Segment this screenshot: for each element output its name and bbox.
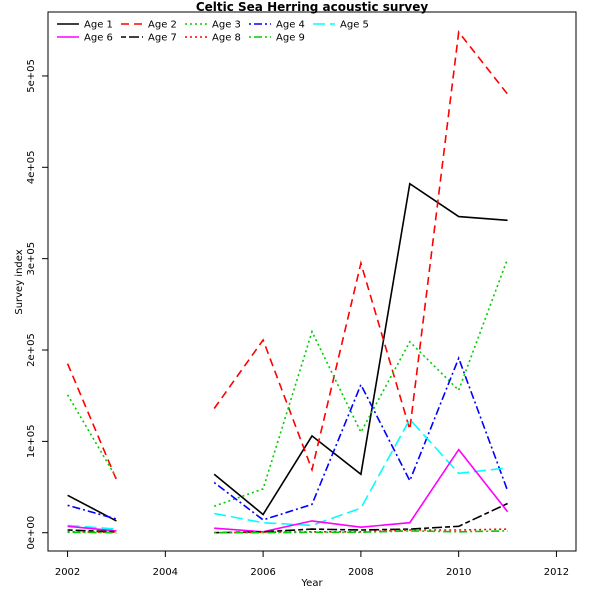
legend-label: Age 8 [212, 33, 241, 44]
legend-label: Age 9 [276, 33, 305, 44]
legend-item: Age 5 [313, 20, 369, 31]
chart-title: Celtic Sea Herring acoustic survey [196, 0, 429, 14]
legend-item: Age 6 [57, 33, 113, 44]
x-tick-label: 2008 [348, 567, 373, 578]
legend-label: Age 7 [148, 33, 177, 44]
y-tick-label: 5e+05 [26, 59, 37, 93]
legend-item: Age 9 [249, 33, 305, 44]
legend: Age 1 Age 2 Age 3 Age 4 Age 5 Age 6 Age 7 Age 8… [57, 20, 369, 44]
legend-item: Age 1 [57, 20, 113, 31]
series-age-5 [67, 418, 508, 530]
legend-label: Age 1 [84, 20, 113, 31]
series-line [66, 363, 118, 481]
x-tick-label: 2004 [153, 567, 178, 578]
x-tick-label: 2006 [250, 567, 275, 578]
y-tick-label: 3e+05 [26, 242, 37, 276]
legend-item: Age 8 [185, 33, 241, 44]
series-line [67, 524, 117, 530]
series-line [213, 182, 508, 516]
x-axis-title: Year [300, 578, 323, 589]
y-tick-label: 0e+00 [26, 516, 37, 550]
legend-item: Age 7 [121, 33, 177, 44]
legend-label: Age 5 [340, 20, 369, 31]
legend-item: Age 3 [185, 20, 241, 31]
legend-label: Age 4 [276, 20, 305, 31]
series-age-3 [66, 258, 509, 507]
series-line [67, 529, 117, 533]
x-axis: 2002 2004 2006 2008 2010 2012 [55, 550, 569, 578]
series-line [214, 530, 508, 534]
series-age-4 [67, 355, 509, 521]
series-line [213, 355, 509, 521]
y-tick-label: 1e+05 [26, 425, 37, 459]
series-line [213, 258, 509, 507]
series-line [214, 502, 508, 534]
legend-item: Age 2 [121, 20, 177, 31]
series-age-1 [67, 182, 508, 522]
series-line [214, 528, 508, 534]
series-line [214, 448, 509, 533]
series-age-6 [67, 448, 509, 533]
x-tick-label: 2010 [446, 567, 471, 578]
y-tick-label: 4e+05 [26, 150, 37, 184]
legend-label: Age 3 [212, 20, 241, 31]
y-tick-label: 2e+05 [26, 333, 37, 367]
series-line [66, 394, 118, 479]
series-lines [66, 30, 509, 534]
legend-label: Age 2 [148, 20, 177, 31]
series-line [67, 525, 117, 532]
legend-label: Age 6 [84, 33, 113, 44]
series-line [67, 504, 117, 520]
x-tick-label: 2012 [544, 567, 569, 578]
y-axis-title: Survey index [14, 249, 25, 314]
series-line [214, 418, 508, 527]
series-age-9 [67, 530, 508, 534]
x-tick-label: 2002 [55, 567, 80, 578]
y-axis: 0e+00 1e+05 2e+05 3e+05 4e+05 5e+05 [26, 59, 49, 550]
series-age-7 [67, 502, 508, 534]
legend-item: Age 4 [249, 20, 305, 31]
series-line [213, 30, 509, 473]
series-age-2 [66, 30, 509, 481]
